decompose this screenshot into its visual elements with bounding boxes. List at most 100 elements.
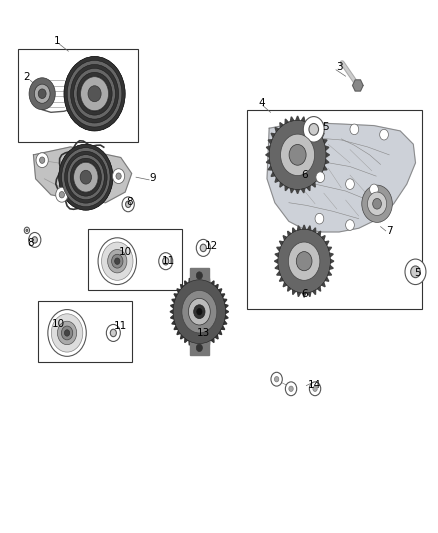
Circle shape: [102, 242, 133, 280]
Circle shape: [77, 72, 112, 115]
Text: 2: 2: [24, 72, 30, 82]
Text: 14: 14: [307, 379, 321, 390]
Polygon shape: [190, 341, 209, 356]
Circle shape: [48, 310, 86, 357]
Text: 13: 13: [197, 328, 210, 338]
Text: 6: 6: [301, 289, 307, 299]
Circle shape: [162, 257, 169, 265]
Circle shape: [309, 382, 321, 395]
Circle shape: [173, 280, 226, 344]
Circle shape: [310, 121, 320, 134]
Text: 8: 8: [126, 197, 133, 207]
Circle shape: [61, 326, 73, 340]
Circle shape: [126, 201, 131, 207]
Polygon shape: [190, 268, 209, 283]
Circle shape: [367, 192, 387, 215]
Text: 8: 8: [27, 238, 34, 247]
Circle shape: [275, 376, 279, 382]
Circle shape: [38, 89, 46, 99]
Circle shape: [80, 170, 92, 184]
Circle shape: [194, 305, 205, 319]
Circle shape: [122, 197, 134, 212]
Polygon shape: [33, 147, 132, 203]
Text: 7: 7: [386, 226, 392, 236]
Circle shape: [309, 124, 318, 135]
Circle shape: [362, 185, 392, 222]
Text: 3: 3: [336, 62, 343, 72]
Circle shape: [71, 64, 119, 123]
Circle shape: [380, 130, 389, 140]
Circle shape: [313, 386, 317, 391]
Circle shape: [88, 86, 101, 102]
Circle shape: [64, 56, 125, 131]
Circle shape: [269, 120, 326, 189]
Circle shape: [316, 172, 325, 182]
Circle shape: [51, 314, 83, 352]
Text: 5: 5: [323, 122, 329, 132]
Circle shape: [74, 163, 98, 192]
Polygon shape: [170, 276, 229, 348]
Polygon shape: [275, 225, 334, 297]
Circle shape: [289, 144, 306, 165]
Bar: [247, 110, 422, 309]
Circle shape: [113, 168, 125, 183]
Circle shape: [76, 165, 95, 189]
Circle shape: [116, 173, 121, 179]
Text: 6: 6: [301, 170, 307, 180]
Text: 1: 1: [54, 36, 61, 46]
Circle shape: [57, 321, 77, 345]
Circle shape: [80, 76, 109, 111]
Circle shape: [36, 153, 48, 167]
Circle shape: [188, 298, 210, 325]
Polygon shape: [353, 80, 363, 91]
Circle shape: [64, 151, 107, 203]
Circle shape: [115, 258, 120, 264]
Circle shape: [64, 56, 125, 131]
Polygon shape: [266, 116, 329, 193]
Circle shape: [196, 239, 210, 256]
Circle shape: [59, 144, 113, 210]
Circle shape: [64, 330, 70, 336]
Circle shape: [346, 220, 354, 230]
Circle shape: [296, 252, 312, 271]
Text: 10: 10: [52, 319, 65, 329]
Circle shape: [59, 191, 64, 198]
Circle shape: [67, 155, 104, 200]
Circle shape: [271, 372, 283, 386]
Circle shape: [62, 148, 110, 207]
Circle shape: [182, 290, 217, 333]
Circle shape: [108, 249, 127, 273]
Circle shape: [373, 198, 381, 209]
Circle shape: [26, 229, 28, 231]
Circle shape: [81, 77, 109, 111]
Circle shape: [288, 242, 320, 280]
Circle shape: [106, 325, 120, 342]
Circle shape: [112, 254, 123, 268]
Text: 11: 11: [162, 256, 175, 266]
Circle shape: [370, 184, 378, 195]
Circle shape: [32, 237, 37, 243]
Text: 9: 9: [149, 173, 156, 183]
Circle shape: [59, 144, 113, 210]
Circle shape: [350, 124, 359, 135]
Circle shape: [411, 266, 420, 278]
Circle shape: [39, 157, 45, 164]
Text: 12: 12: [205, 241, 218, 251]
Circle shape: [24, 227, 29, 233]
Bar: [38, 301, 132, 362]
Circle shape: [73, 161, 99, 192]
Circle shape: [278, 229, 330, 293]
Text: 10: 10: [119, 247, 132, 256]
Circle shape: [303, 117, 324, 142]
Circle shape: [159, 253, 173, 270]
Circle shape: [346, 179, 354, 189]
Circle shape: [281, 134, 314, 175]
Polygon shape: [267, 123, 416, 232]
Circle shape: [29, 78, 55, 110]
Circle shape: [200, 244, 206, 252]
Circle shape: [315, 213, 324, 224]
Circle shape: [98, 238, 137, 285]
Circle shape: [67, 60, 122, 127]
Text: 5: 5: [414, 269, 421, 278]
Circle shape: [196, 344, 202, 352]
